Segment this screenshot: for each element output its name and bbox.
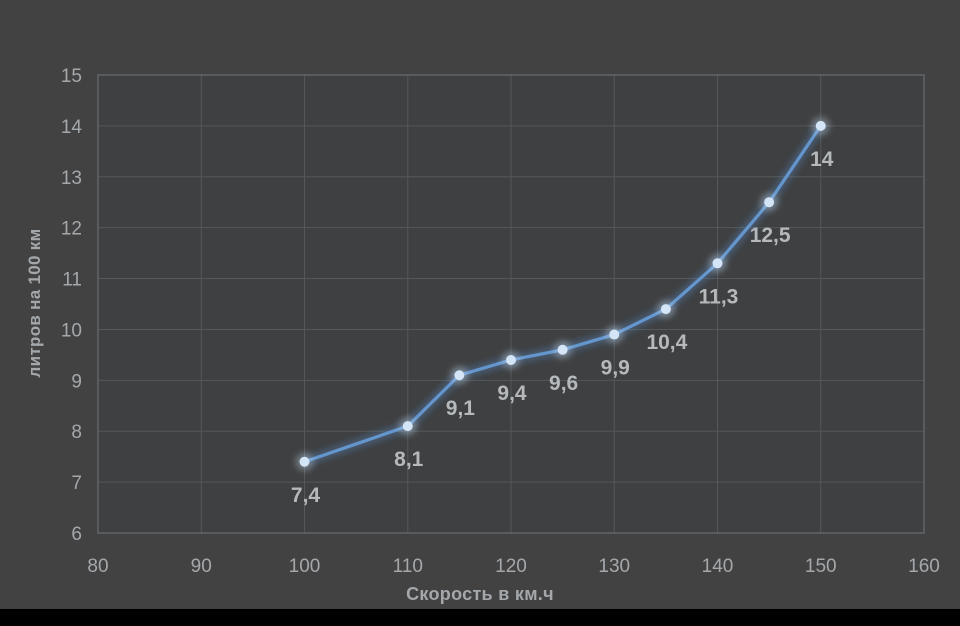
data-point-label: 10,4 <box>646 331 687 354</box>
data-point-marker <box>609 329 620 340</box>
data-point-marker <box>712 258 723 269</box>
data-point-label: 11,3 <box>699 285 739 308</box>
x-tick-label: 160 <box>908 556 940 577</box>
y-tick-label: 14 <box>61 117 83 138</box>
y-tick-label: 6 <box>71 524 82 545</box>
data-point-marker <box>454 370 465 381</box>
data-point-marker <box>402 421 413 432</box>
y-tick-label: 9 <box>71 371 82 392</box>
y-tick-label: 13 <box>61 168 82 189</box>
bottom-black-bar <box>0 609 960 626</box>
x-tick-label: 100 <box>289 556 321 577</box>
x-tick-label: 130 <box>598 556 630 577</box>
plot-border <box>97 74 925 534</box>
y-tick-label: 10 <box>61 320 82 341</box>
y-tick-label: 8 <box>71 422 82 443</box>
data-point-marker <box>660 304 671 315</box>
y-tick-label: 11 <box>62 270 82 291</box>
data-point-label: 8,1 <box>394 448 424 471</box>
data-point-marker <box>557 344 568 355</box>
y-axis-title: литров на 100 км <box>25 228 44 378</box>
data-point-label: 9,9 <box>601 357 630 380</box>
data-point-label: 9,1 <box>446 397 476 420</box>
data-point-label: 12,5 <box>750 224 791 247</box>
x-tick-label: 140 <box>702 556 734 577</box>
x-tick-label: 150 <box>805 556 837 577</box>
data-point-marker <box>815 120 826 131</box>
data-point-label: 9,4 <box>497 382 527 405</box>
data-point-label: 9,6 <box>549 372 578 395</box>
x-tick-label: 80 <box>87 556 108 577</box>
y-tick-label: 12 <box>61 219 82 240</box>
x-tick-label: 120 <box>495 556 527 577</box>
x-tick-label: 90 <box>191 556 212 577</box>
data-point-marker <box>764 197 775 208</box>
data-point-marker <box>506 354 516 365</box>
x-tick-label: 110 <box>393 556 423 577</box>
series-line <box>302 124 823 464</box>
x-axis-title: Скорость в км.ч <box>406 584 554 604</box>
data-point-label: 14 <box>810 148 834 171</box>
y-tick-label: 7 <box>71 473 82 494</box>
data-point-marker <box>299 456 310 467</box>
data-point-label: 7,4 <box>291 484 321 507</box>
y-tick-label: 15 <box>61 66 82 87</box>
